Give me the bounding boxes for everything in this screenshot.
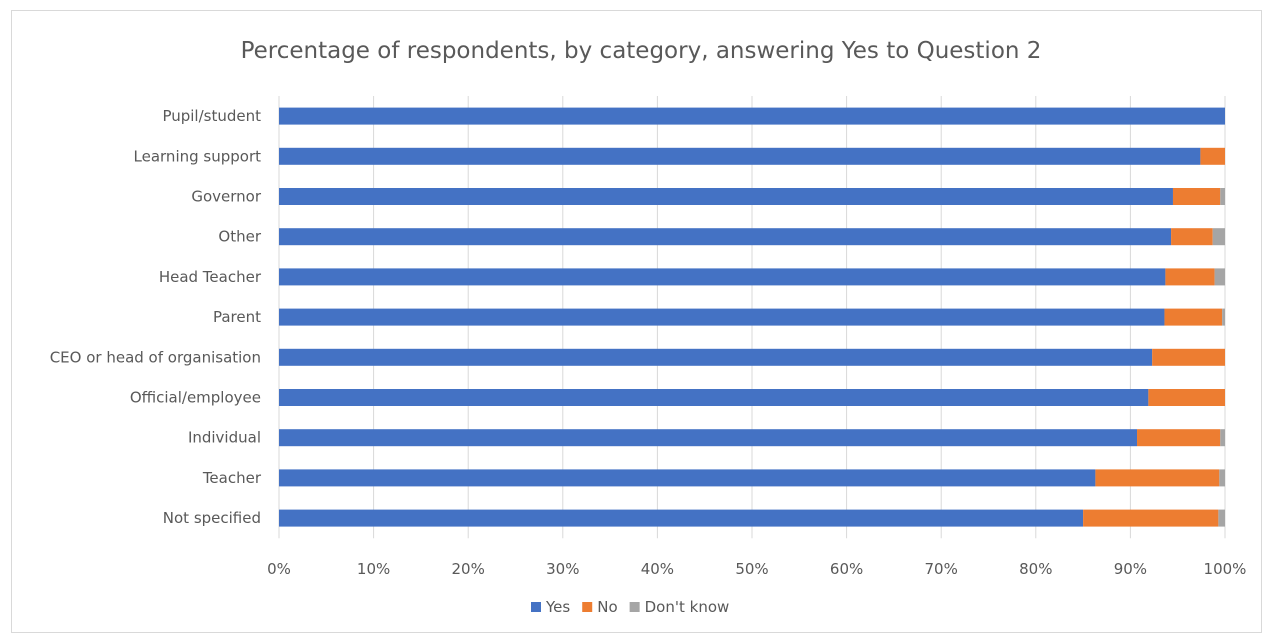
category-label: Not specified <box>163 509 261 527</box>
x-tick-label: 50% <box>735 560 768 578</box>
legend-label: Don't know <box>645 598 730 616</box>
bar-segment <box>1212 228 1225 246</box>
x-tick-label: 60% <box>830 560 863 578</box>
x-tick-label: 90% <box>1114 560 1147 578</box>
legend-label: No <box>597 598 617 616</box>
category-label: Individual <box>188 429 261 447</box>
legend-swatch <box>629 602 640 612</box>
bar-segment <box>279 429 1138 447</box>
bar-segment <box>1152 348 1225 366</box>
legend-swatch <box>582 602 593 612</box>
category-label: Other <box>218 228 261 246</box>
bar-segment <box>279 308 1165 326</box>
category-label: CEO or head of organisation <box>50 348 261 366</box>
category-label: Governor <box>191 188 261 206</box>
category-label: Head Teacher <box>159 268 262 286</box>
bar-segment <box>279 188 1173 205</box>
bar-segment <box>279 509 1084 527</box>
bar-segment <box>279 389 1149 406</box>
x-tick-label: 100% <box>1204 560 1247 578</box>
bar-segment <box>1220 429 1225 447</box>
bar-segment <box>1171 228 1213 246</box>
bar-segment <box>1095 469 1220 487</box>
bar-segment <box>1200 147 1225 165</box>
legend-label: Yes <box>545 598 570 616</box>
category-label: Parent <box>213 308 261 326</box>
category-label: Learning support <box>134 147 262 165</box>
category-labels: Pupil/student Learning support Governor Oth… <box>50 107 262 527</box>
legend: Yes No Don't know <box>531 598 729 616</box>
x-tick-labels: 0% 10% 20% 30% 40% 50% 60% 70% 80% 90% 100% <box>267 560 1246 578</box>
category-label: Official/employee <box>130 389 261 407</box>
bar-segment <box>279 469 1096 487</box>
chart-title: Percentage of respondents, by category, … <box>241 38 1042 64</box>
bar-segment <box>279 107 1225 125</box>
bar-segment <box>1172 188 1221 205</box>
bar-segment <box>1164 308 1223 326</box>
bars <box>279 107 1225 527</box>
x-tick-label: 30% <box>546 560 579 578</box>
bar-segment <box>279 147 1201 165</box>
category-label: Teacher <box>202 469 262 487</box>
x-tick-label: 10% <box>357 560 390 578</box>
bar-segment <box>1218 509 1225 527</box>
bar-segment <box>1165 268 1215 286</box>
bar-segment <box>1222 308 1225 326</box>
legend-swatch <box>531 602 541 612</box>
bar-segment <box>1137 429 1221 447</box>
bar-segment <box>1083 509 1219 527</box>
category-label: Pupil/student <box>162 107 261 125</box>
x-tick-label: 20% <box>452 560 485 578</box>
x-tick-label: 0% <box>267 560 291 578</box>
bar-segment <box>279 348 1153 366</box>
x-tick-label: 70% <box>925 560 958 578</box>
bar-segment <box>279 228 1172 246</box>
bar-segment <box>1214 268 1225 286</box>
bar-segment <box>1220 188 1225 205</box>
bar-segment <box>1148 389 1225 406</box>
x-tick-label: 40% <box>641 560 674 578</box>
x-tick-label: 80% <box>1019 560 1052 578</box>
bar-segment <box>279 268 1166 286</box>
bar-segment <box>1219 469 1225 487</box>
